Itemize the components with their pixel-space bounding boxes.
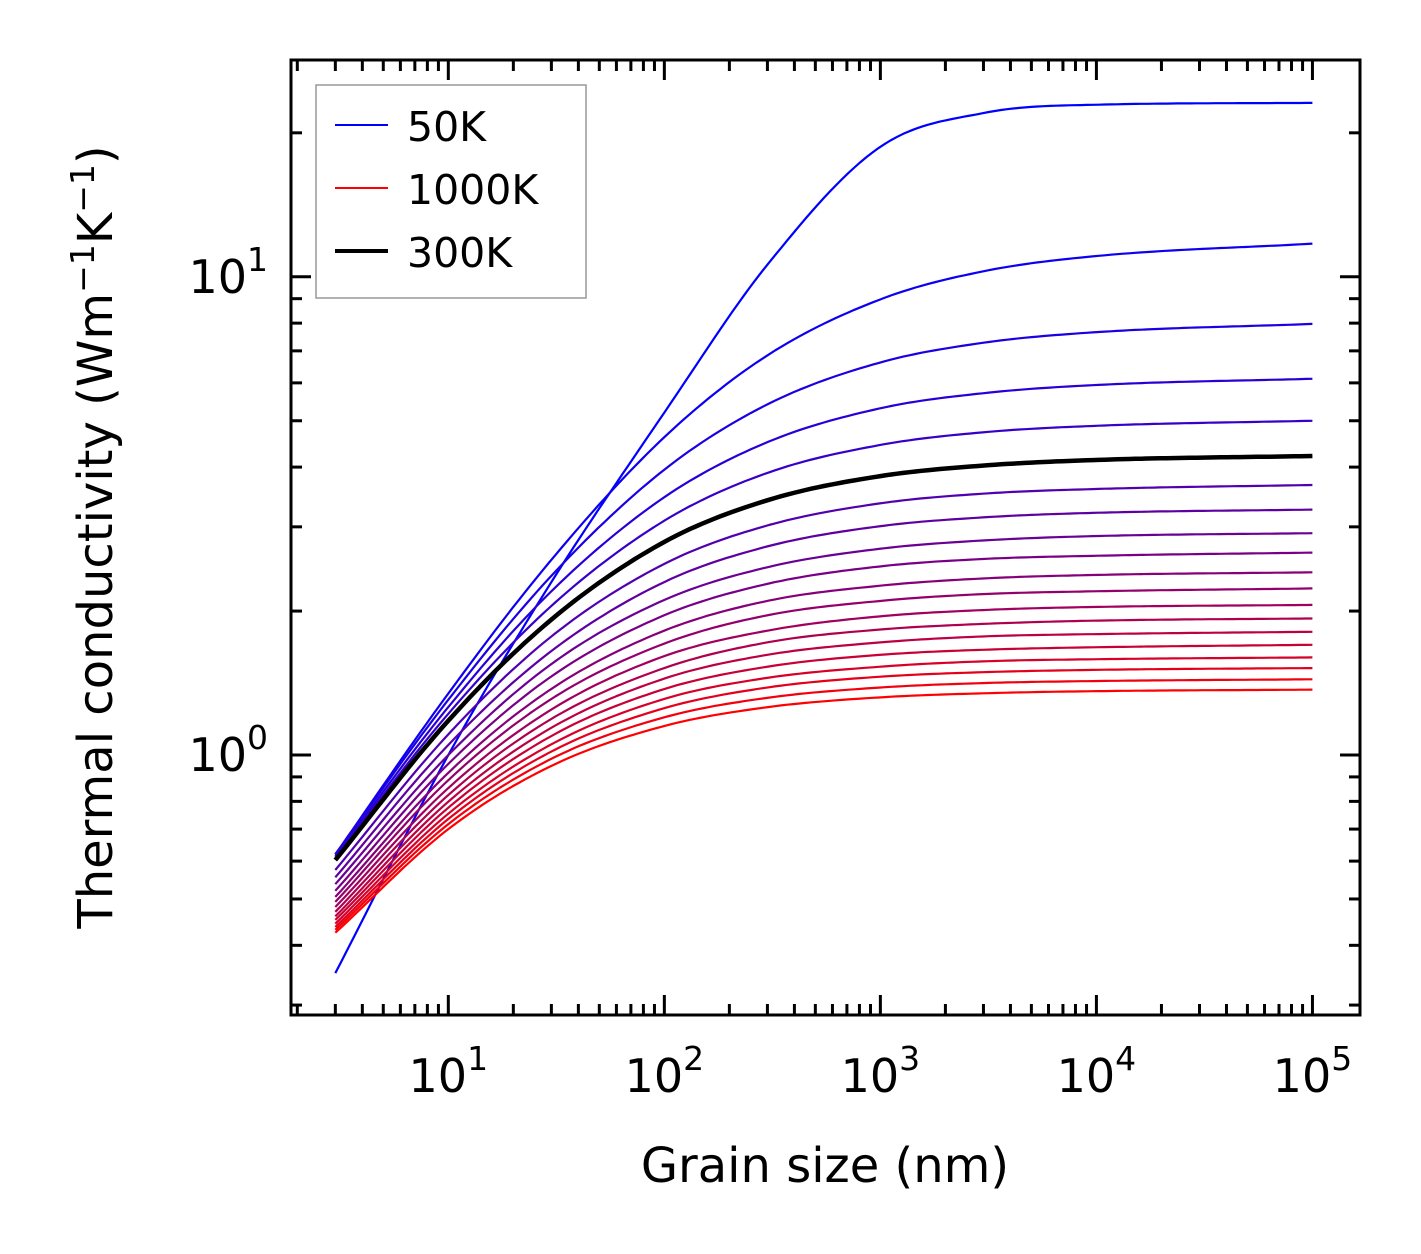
series-line-100k — [334, 242, 1313, 855]
series-line-550k — [334, 571, 1313, 898]
y-axis-title-main: Thermal conductivity (Wm — [68, 293, 124, 930]
series-line-250k — [334, 419, 1313, 859]
y-tick-label: 101 — [188, 240, 268, 304]
series-line-750k — [334, 630, 1313, 918]
series-line-1000k — [334, 688, 1313, 934]
series-line-650k — [334, 603, 1313, 908]
x-tick-label: 105 — [1273, 1039, 1353, 1103]
series-line-800k — [334, 643, 1313, 921]
series-layer — [333, 101, 1313, 974]
series-line-400k — [334, 508, 1313, 879]
series-line-500k — [334, 551, 1313, 892]
y-axis-title-exp2: −1 — [63, 164, 102, 213]
series-line-300k — [333, 453, 1313, 862]
series-line-450k — [334, 532, 1313, 885]
plot-area-border — [289, 58, 1362, 1017]
legend: 50K 1000K 300K — [315, 84, 587, 299]
legend-label-50k: 50K — [407, 103, 487, 151]
x-tick-label: 101 — [409, 1039, 489, 1103]
legend-box — [315, 84, 587, 299]
series-line-150k — [334, 322, 1313, 855]
x-tick-label: 102 — [625, 1039, 705, 1103]
series-line-850k — [334, 656, 1313, 925]
axes-frame — [289, 58, 1362, 1017]
y-axis-title-k: K — [68, 211, 124, 244]
legend-label-1000k: 1000K — [407, 166, 539, 214]
y-tick-label: 100 — [188, 718, 268, 782]
series-line-600k — [334, 587, 1313, 903]
y-axis-title-close: ) — [68, 145, 124, 164]
y-axis-title: Thermal conductivity (Wm−1K−1) — [63, 145, 124, 929]
series-line-700k — [334, 617, 1313, 913]
series-line-350k — [334, 483, 1313, 871]
x-tick-label: 104 — [1057, 1039, 1137, 1103]
ticks-layer — [291, 60, 1360, 1015]
x-tick-label: 103 — [841, 1039, 921, 1103]
series-line-200k — [334, 377, 1313, 857]
series-line-950k — [334, 678, 1313, 931]
tick-labels: 101 102 103 104 105 100 101 — [188, 240, 1352, 1103]
y-axis-title-exp1: −1 — [63, 244, 102, 293]
legend-label-300k: 300K — [407, 229, 513, 277]
series-line-900k — [334, 667, 1313, 928]
x-axis-title: Grain size (nm) — [641, 1138, 1009, 1194]
